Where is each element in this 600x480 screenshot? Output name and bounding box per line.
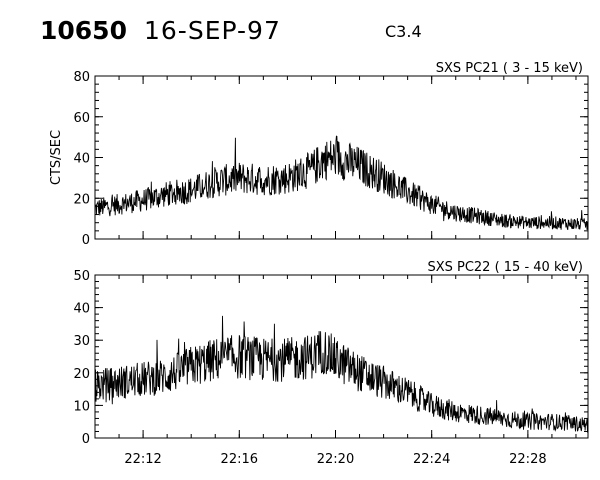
y-tick-label: 20 bbox=[73, 192, 90, 207]
panel-title: SXS PC22 ( 15 - 40 keV) bbox=[427, 260, 583, 275]
x-tick-label: 22:16 bbox=[221, 452, 258, 467]
x-tick-label: 22:28 bbox=[509, 452, 546, 467]
event-date: 16-SEP-97 bbox=[144, 16, 281, 45]
panel-pc21: 0 20 40 60 80 SXS PC21 ( 3 - 15 keV) CTS/SEC bbox=[49, 61, 589, 248]
y-tick-label: 80 bbox=[73, 70, 90, 85]
panel-pc22: 0 10 20 30 40 50 22:12 22:16 22:20 22:24 22:28 SXS … bbox=[73, 260, 589, 467]
y-tick-label: 20 bbox=[73, 367, 90, 382]
y-tick-label: 50 bbox=[73, 269, 90, 284]
x-tick-label: 22:12 bbox=[124, 452, 161, 467]
flare-class: C3.4 bbox=[385, 22, 422, 41]
series-line bbox=[94, 315, 589, 433]
x-tick-label: 22:24 bbox=[413, 452, 450, 467]
plot-frame bbox=[94, 274, 589, 439]
panel-title: SXS PC21 ( 3 - 15 keV) bbox=[436, 61, 583, 76]
y-tick-label: 30 bbox=[73, 334, 90, 349]
y-tick-label: 40 bbox=[73, 152, 90, 167]
series-line bbox=[94, 135, 589, 231]
plot-frame bbox=[94, 75, 589, 240]
y-axis-label: CTS/SEC bbox=[49, 130, 64, 185]
y-tick-label: 10 bbox=[73, 399, 90, 414]
event-number: 10650 bbox=[40, 16, 127, 45]
y-tick-label: 40 bbox=[73, 302, 90, 317]
x-tick-label: 22:20 bbox=[317, 452, 354, 467]
y-tick-label: 60 bbox=[73, 111, 90, 126]
y-tick-label: 0 bbox=[82, 432, 90, 447]
y-tick-label: 0 bbox=[82, 233, 90, 248]
